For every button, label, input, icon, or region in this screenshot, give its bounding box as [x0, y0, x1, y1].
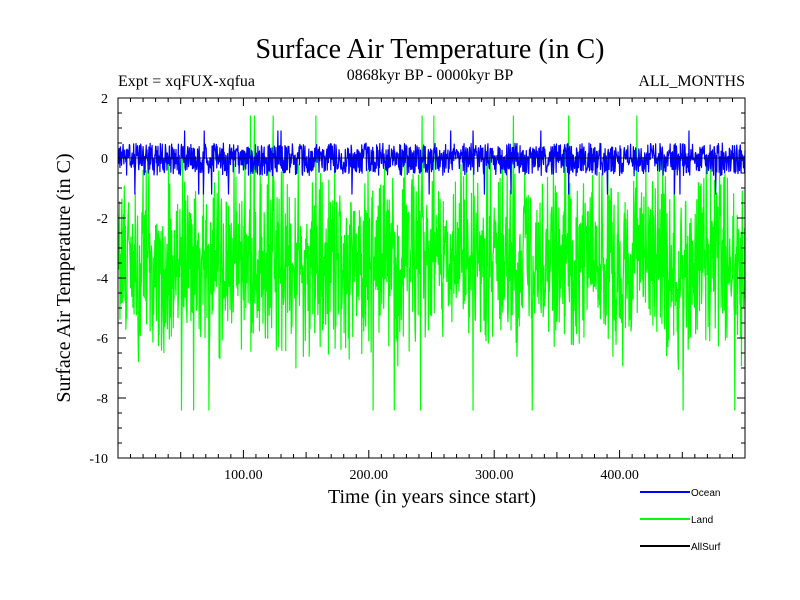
plot-area: 2 0 -2 -4 -6 -8 -10 100.00 200.00 300.00 400.00	[89, 92, 746, 483]
y-tick-label: 0	[101, 152, 108, 167]
legend-label-ocean: Ocean	[691, 488, 720, 499]
y-tick-label: -2	[96, 212, 108, 227]
ocean-series-line	[117, 130, 746, 195]
experiment-label: Expt = xqFUX-xqfua	[118, 73, 255, 90]
x-tick-label: 200.00	[350, 468, 389, 483]
land-series-line	[117, 115, 746, 411]
months-label: ALL_MONTHS	[638, 73, 745, 90]
x-axis-label: Time (in years since start)	[328, 486, 536, 508]
y-tick-label: -4	[96, 272, 108, 287]
x-tick-label: 100.00	[224, 468, 263, 483]
legend-label-land: Land	[691, 515, 713, 526]
legend: Ocean Land AllSurf	[640, 488, 721, 553]
y-tick-label: -8	[96, 392, 108, 407]
chart-title: Surface Air Temperature (in C)	[256, 34, 605, 65]
y-axis-label: Surface Air Temperature (in C)	[53, 153, 75, 402]
y-tick-label: 2	[101, 92, 108, 107]
chart-subtitle: 0868kyr BP - 0000kyr BP	[347, 67, 514, 84]
x-tick-label: 300.00	[475, 468, 514, 483]
y-tick-label: -10	[89, 452, 108, 467]
y-tick-label: -6	[96, 332, 108, 347]
legend-label-allsurf: AllSurf	[691, 542, 721, 553]
x-tick-label: 400.00	[600, 468, 639, 483]
